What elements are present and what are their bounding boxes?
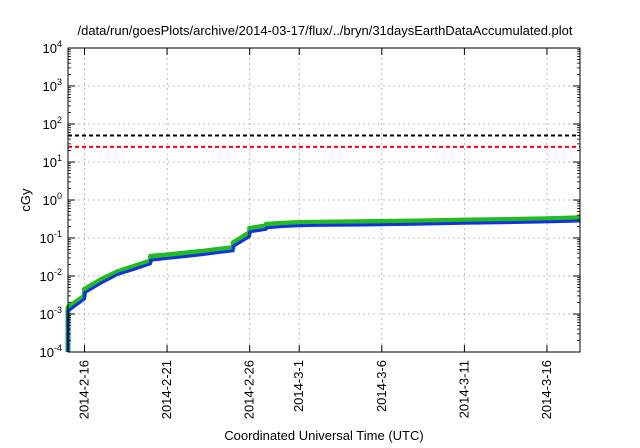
y-tick-label: 10-4 <box>40 343 62 360</box>
y-tick-exponent: 4 <box>57 39 62 49</box>
y-tick-exponent: -4 <box>54 343 62 353</box>
y-tick-label: 100 <box>43 191 62 208</box>
y-tick-label: 10-3 <box>40 305 62 322</box>
y-axis-label: cGy <box>18 188 33 212</box>
y-tick-label: 103 <box>43 77 62 94</box>
grid <box>68 48 580 352</box>
x-tick-label: 2014-2-26 <box>242 360 257 419</box>
y-tick-label: 10-1 <box>40 229 62 246</box>
y-tick-exponent: 0 <box>57 191 62 201</box>
x-axis-label: Coordinated Universal Time (UTC) <box>224 428 423 443</box>
series-group <box>65 215 581 352</box>
y-tick-exponent: 2 <box>57 115 62 125</box>
chart-title: /data/run/goesPlots/archive/2014-03-17/f… <box>77 23 572 38</box>
series-line <box>66 219 581 352</box>
y-tick-label: 102 <box>43 115 62 132</box>
x-tick-label: 2014-3-16 <box>539 360 554 419</box>
y-tick-label: 101 <box>43 153 62 170</box>
y-tick-exponent: 3 <box>57 77 62 87</box>
x-tick-label: 2014-3-1 <box>291 360 306 412</box>
y-tick-exponent: 1 <box>57 153 62 163</box>
x-tick-label: 2014-2-21 <box>159 360 174 419</box>
y-tick-exponent: -3 <box>54 305 62 315</box>
y-tick-label: 10-2 <box>40 267 62 284</box>
y-tick-exponent: -1 <box>54 229 62 239</box>
x-tick-label: 2014-3-6 <box>374 360 389 412</box>
x-axis: 2014-2-16 2014-2-21 2014-2-26 2014-3-1 2014-… <box>77 48 554 419</box>
threshold-lines <box>68 134 580 148</box>
x-tick-label: 2014-2-16 <box>77 360 92 419</box>
y-tick-label: 104 <box>43 39 62 56</box>
y-tick-exponent: -2 <box>54 267 62 277</box>
x-tick-label: 2014-3-11 <box>456 360 471 418</box>
